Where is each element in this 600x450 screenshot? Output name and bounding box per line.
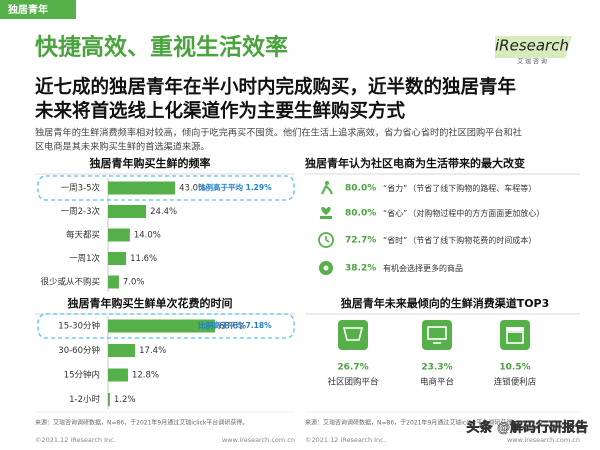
value-label: 14.0% bbox=[134, 231, 161, 241]
category-label: 一周1次 bbox=[69, 253, 100, 264]
channel-icon bbox=[338, 320, 368, 350]
callout: 比例高于平均 7.18% bbox=[198, 320, 272, 330]
site: www.iresearch.com.cn bbox=[507, 436, 580, 444]
change-note: （对购物过程中的方方面面更加放心） bbox=[412, 208, 544, 218]
copyright: ©2021.12 iResearch Inc. bbox=[35, 436, 116, 444]
chart-title: 独居青年购买生鲜的频率 bbox=[89, 156, 211, 170]
channel-label: 电商平台 bbox=[420, 377, 454, 388]
bar bbox=[108, 228, 130, 242]
percent: 26.7% bbox=[337, 363, 368, 373]
logo-brand: iResearch bbox=[495, 37, 569, 55]
channel-label: 社区团购平台 bbox=[327, 377, 378, 388]
callout: 比例高于平均 1.29% bbox=[198, 182, 272, 192]
percent: 38.2% bbox=[345, 264, 376, 274]
callout-box bbox=[37, 175, 295, 201]
tag: 独居青年 bbox=[8, 3, 48, 16]
icon-glyph bbox=[342, 327, 364, 341]
summary: 区电商是其未来购买生鲜的首选渠道来源。 bbox=[35, 141, 210, 153]
icon bbox=[320, 216, 332, 219]
bar bbox=[108, 275, 119, 289]
summary: 独居青年的生鲜消费频率相对较高，倾向于吃完再买不囤货。他们在生活上追求高效，省力… bbox=[35, 127, 522, 139]
icon-glyph bbox=[427, 326, 447, 340]
change-text: “省时” （节省了线下购物花费的时间成本） bbox=[383, 235, 536, 245]
watermark: 头条 @解码行研报告 bbox=[466, 420, 588, 436]
tag-bg bbox=[0, 0, 76, 19]
logo-sub: 艾 瑞 咨 询 bbox=[517, 58, 547, 66]
percent: 10.5% bbox=[499, 363, 530, 373]
icon-glyph bbox=[506, 327, 524, 331]
percent: 23.3% bbox=[421, 363, 452, 373]
category-label: 很少或从不购买 bbox=[40, 277, 100, 288]
bar bbox=[108, 393, 110, 406]
category-label: 一周2-3次 bbox=[61, 206, 101, 217]
change-row: 80.0% “省心” （对购物过程中的方方面面更加放心） bbox=[320, 206, 544, 219]
bar bbox=[108, 344, 136, 357]
category-label: 一周3-5次 bbox=[61, 183, 101, 194]
change-note: （节省了线下购物的路程、车程等） bbox=[412, 183, 536, 193]
headline: 未来将首选线上化渠道作为主要生鲜购买方式 bbox=[34, 100, 406, 122]
value-label: 12.8% bbox=[132, 371, 159, 381]
icon bbox=[321, 206, 331, 215]
value-label: 11.6% bbox=[130, 254, 157, 264]
chart-title: 独居青年购买生鲜单次花费的时间 bbox=[67, 296, 233, 310]
bar bbox=[108, 319, 216, 333]
change-row: 80.0% “省力” （节省了线下购物的路程、车程等） bbox=[321, 181, 536, 195]
value-label: 68.6% bbox=[219, 322, 246, 332]
source: 来源：艾瑞咨询调研数据，N=86，于2021年9月通过艾瑞iclick平台调研获… bbox=[35, 419, 248, 427]
title: 快捷高效、重视生活效率 bbox=[35, 34, 288, 61]
bar bbox=[108, 368, 128, 382]
value-label: 7.0% bbox=[123, 278, 145, 288]
headline: 近七成的独居青年在半小时内完成购买，近半数的独居青年 bbox=[35, 76, 516, 98]
value-label: 1.2% bbox=[114, 395, 136, 405]
category-label: 30-60分钟 bbox=[58, 345, 100, 356]
percent: 80.0% bbox=[345, 184, 376, 194]
bar bbox=[108, 205, 147, 218]
category-label: 每天都买 bbox=[66, 230, 100, 241]
bar bbox=[108, 252, 127, 265]
change-note: （节省了线下购物花费的时间成本） bbox=[412, 235, 536, 245]
change-label: 有机会选择更多的商品 bbox=[383, 263, 463, 273]
channel-label: 连锁便利店 bbox=[494, 377, 537, 388]
icon bbox=[318, 232, 334, 248]
percent: 72.7% bbox=[345, 236, 376, 246]
site: www.iresearch.com.cn bbox=[222, 436, 295, 444]
icon bbox=[321, 184, 333, 195]
category-label: 15-30分钟 bbox=[58, 321, 100, 332]
value-label: 24.4% bbox=[150, 207, 177, 217]
icon bbox=[325, 181, 329, 185]
channel-icon bbox=[500, 320, 530, 350]
change-row: 38.2% 有机会选择更多的商品 bbox=[319, 261, 463, 275]
channel-icon bbox=[422, 320, 452, 350]
value-label: 43.0% bbox=[179, 184, 206, 194]
change-text: “省心” （对购物过程中的方方面面更加放心） bbox=[383, 208, 544, 218]
copyright: ©2021.12 iResearch Inc. bbox=[305, 436, 386, 444]
category-label: 15分钟内 bbox=[64, 370, 100, 381]
change-text: 有机会选择更多的商品 bbox=[383, 263, 463, 273]
callout-box bbox=[37, 313, 295, 339]
change-text: “省力” （节省了线下购物的路程、车程等） bbox=[383, 183, 536, 193]
logo-swoosh bbox=[495, 36, 572, 58]
percent: 80.0% bbox=[345, 209, 376, 219]
icon bbox=[325, 236, 330, 243]
section-title: 独居青年认为社区电商为生活带来的最大改变 bbox=[304, 156, 525, 170]
bar bbox=[108, 181, 176, 195]
icon-glyph bbox=[506, 331, 524, 344]
icon bbox=[323, 265, 329, 271]
category-label: 1-2小时 bbox=[69, 394, 100, 405]
change-row: 72.7% “省时” （节省了线下购物花费的时间成本） bbox=[318, 232, 536, 248]
change-label: “省时” bbox=[383, 235, 407, 245]
logo: iResearch 艾 瑞 咨 询 bbox=[495, 36, 572, 66]
source: 来源：艾瑞咨询调研数据，N=86，于2021年9月通过艾瑞iclick平台调研获… bbox=[305, 419, 518, 427]
value-label: 17.4% bbox=[139, 346, 166, 356]
section-title: 独居青年未来最倾向的生鲜消费渠道TOP3 bbox=[340, 296, 550, 310]
change-label: “省力” bbox=[383, 183, 407, 193]
change-label: “省心” bbox=[383, 208, 407, 218]
